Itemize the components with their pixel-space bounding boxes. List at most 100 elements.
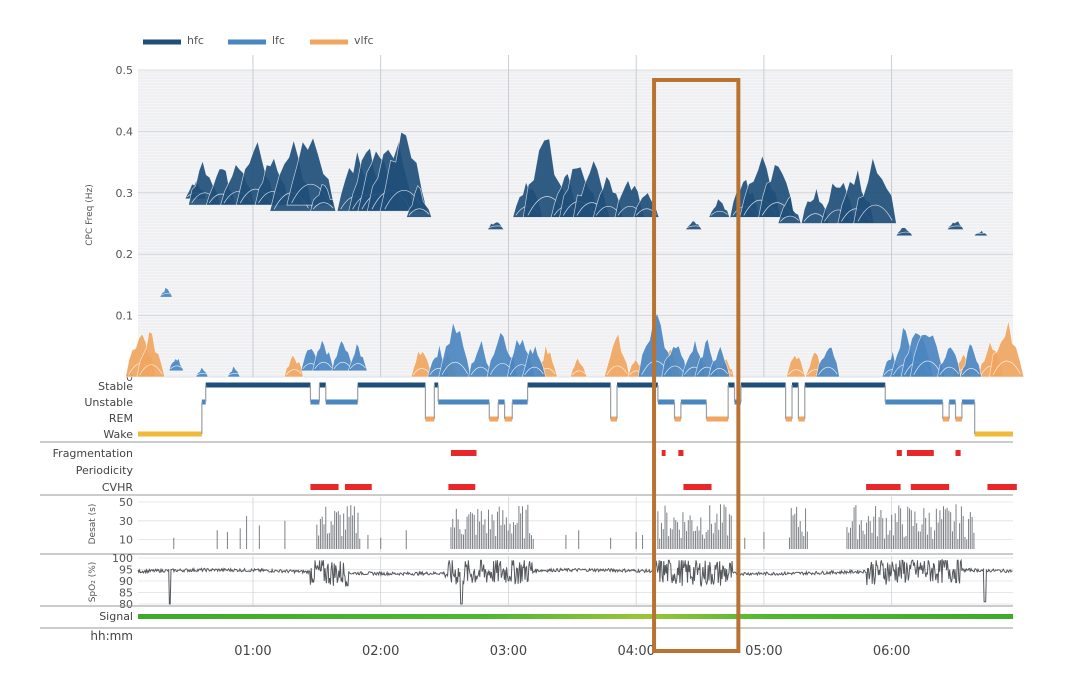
hfc-peak-contour	[975, 232, 987, 235]
lfc-peak	[312, 338, 335, 372]
time-axis-label: hh:mm	[90, 629, 133, 643]
spectrogram-y-tick: 0.4	[116, 125, 134, 138]
spo2-line	[137, 558, 1013, 605]
event-bar-cvhr	[987, 484, 1017, 490]
hfc-peak-contour	[780, 215, 799, 222]
hfc-peak	[853, 157, 897, 224]
hfc-peak-contour	[897, 231, 912, 235]
time-tick: 03:00	[490, 644, 527, 659]
hfc-peak	[684, 220, 703, 230]
spo2-y-tick: 85	[119, 587, 133, 600]
lfc-peak	[168, 357, 185, 372]
time-tick: 05:00	[745, 644, 782, 659]
event-bar-cvhr	[866, 484, 901, 490]
lfc-peak	[347, 342, 368, 372]
events-panel: Fragmentation Periodicity CVHR	[53, 447, 1017, 494]
hfc-peak-contour	[488, 225, 503, 228]
desat-y-tick: 30	[119, 515, 133, 528]
desat-y-label: Desat (s)	[88, 504, 98, 545]
lfc-peak-contour	[441, 361, 469, 376]
hfc-peak	[777, 195, 802, 224]
highlight-rectangle	[652, 78, 741, 653]
event-bar-cvhr	[344, 484, 372, 490]
event-bar-fragmentation	[955, 450, 961, 456]
hypnogram-segments	[138, 382, 1013, 437]
desat-grid: 10 30 50	[119, 496, 1013, 552]
time-axis: hh:mm 01:00 02:00 03:00 04:00 05:00 06:00	[90, 629, 910, 659]
vlfc-peak-contour	[787, 369, 804, 376]
hfc-peak-contour	[948, 225, 963, 228]
state-label-stable: Stable	[98, 380, 133, 393]
lfc-peak-contour	[349, 363, 366, 370]
spectrogram-y-tick: 0.2	[116, 248, 134, 261]
event-bar-fragmentation	[450, 450, 477, 456]
time-tick: 01:00	[234, 644, 271, 659]
hfc-peak-contour	[408, 208, 430, 216]
lfc-peak-contour	[314, 361, 332, 370]
signal-panel: Signal	[99, 610, 1013, 623]
lfc-peak	[521, 344, 547, 378]
vlfc-peak-contour	[992, 360, 1021, 376]
spo2-y-tick: 100	[112, 552, 133, 565]
spectrogram-y-tick: 0	[126, 371, 133, 384]
hfc-peak-contour	[312, 202, 334, 210]
vlfc-peak	[603, 332, 631, 378]
hfc-peak	[895, 227, 914, 237]
state-label-rem: REM	[109, 412, 133, 425]
spectrogram-panel: 0 0.1 0.2 0.3 0.4 0.5 CPC Freq (Hz)	[85, 55, 1025, 384]
spo2-y-tick: 80	[119, 598, 133, 611]
spo2-y-tick: 90	[119, 575, 133, 588]
lfc-peak-contour	[962, 368, 980, 376]
time-tick: 06:00	[873, 644, 910, 659]
time-tick: 04:00	[617, 644, 654, 659]
lfc-peak	[959, 343, 982, 378]
lfc-peak-contour	[663, 365, 685, 376]
hfc-peak-contour	[857, 204, 893, 222]
hfc-peak-contour	[686, 225, 701, 228]
event-bar-cvhr	[910, 484, 950, 490]
state-label-unstable: Unstable	[84, 396, 133, 409]
lfc-peak-contour	[710, 368, 728, 376]
event-bar-cvhr	[448, 484, 476, 490]
spectrogram-y-ticks: 0 0.1 0.2 0.3 0.4 0.5	[116, 64, 134, 384]
vlfc-peak-contour	[139, 364, 163, 376]
legend: hfc lfc vlfc	[143, 34, 374, 47]
lfc-peak	[438, 322, 472, 378]
vlfc-peak	[136, 330, 166, 378]
spo2-trace	[137, 558, 1013, 605]
desat-bars	[173, 504, 975, 549]
spectrogram-y-tick: 0.3	[116, 187, 134, 200]
time-ticks: 01:00 02:00 03:00 04:00 05:00 06:00	[234, 644, 910, 659]
hfc-peak	[405, 185, 433, 218]
signal-quality-bar	[138, 614, 1013, 619]
lfc-peak-contour	[170, 365, 183, 370]
legend-label-vlfc: vlfc	[354, 34, 374, 47]
spectrogram-fine-lines	[138, 71, 1013, 376]
spectrogram-y-tick: 0.1	[116, 310, 134, 323]
signal-label: Signal	[99, 610, 133, 623]
legend-label-hfc: hfc	[187, 34, 204, 47]
vlfc-peak-contour	[285, 369, 302, 376]
vlfc-peak	[988, 320, 1025, 378]
lfc-peak-contour	[818, 366, 838, 376]
hfc-peak	[946, 220, 965, 230]
legend-label-lfc: lfc	[272, 34, 285, 47]
event-bar-fragmentation	[906, 450, 934, 456]
event-bar-cvhr	[310, 484, 339, 490]
event-bar-cvhr	[683, 484, 712, 490]
vlfc-peak-contour	[606, 365, 628, 376]
hypnogram-panel: Stable Unstable REM Wake	[84, 380, 1013, 441]
lfc-peak	[708, 344, 731, 378]
lfc-peak-contour	[196, 372, 207, 376]
desaturation-panel: 10 30 50 Desat (s)	[88, 496, 1013, 552]
lfc-peak-contour	[160, 293, 172, 296]
event-bar-fragmentation	[896, 450, 902, 456]
spectrogram-y-tick: 0.5	[116, 64, 134, 77]
spectrogram-y-label: CPC Freq (Hz)	[85, 184, 95, 246]
time-tick: 02:00	[362, 644, 399, 659]
lfc-peak-contour	[524, 366, 544, 376]
lfc-peak	[195, 367, 209, 378]
state-label-wake: Wake	[103, 428, 133, 441]
event-label-periodicity: Periodicity	[76, 464, 134, 477]
